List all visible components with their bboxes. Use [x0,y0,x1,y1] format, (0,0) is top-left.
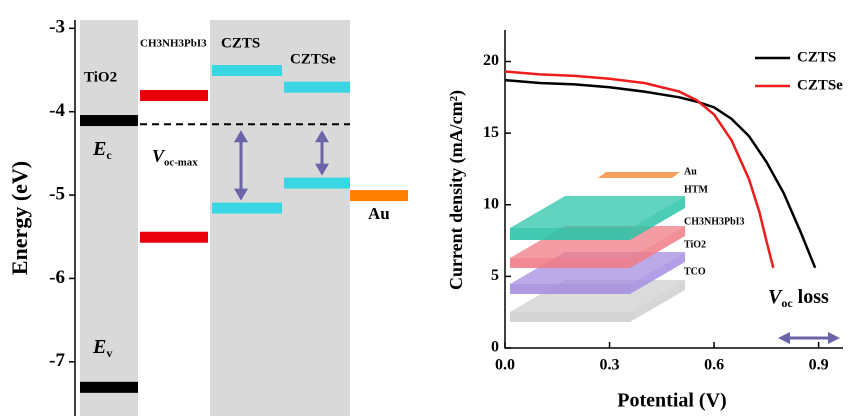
layer-side [630,280,685,322]
annotation-main: V [768,286,783,308]
series-line [504,78,817,269]
annotation: Voc loss [768,286,829,310]
y-tick-label: 5 [491,267,499,284]
annotation: Ev [92,336,112,360]
layer-side [630,252,685,294]
y-tick-label: 20 [483,52,499,69]
energy-level [140,231,208,243]
annotation-after: loss [798,286,829,308]
x-tick-label: 0.3 [600,357,620,374]
annotation-main: E [92,336,106,358]
x-tick-label: 0.0 [495,357,515,374]
energy-level [80,381,138,393]
y-tick-label: 15 [483,124,499,141]
annotation: Voc-max [152,146,198,169]
inset-label: TCO [684,266,706,277]
annotation-sub: c [106,148,112,162]
layer-au [598,172,680,178]
y-tick-label: -4 [49,100,65,121]
layer-front [510,284,630,294]
y-axis-label: Energy (eV) [7,161,32,275]
inset-label: HTM [684,184,708,195]
column-shade [210,20,350,416]
energy-level [212,202,282,214]
material-label: TiO2 [84,69,117,85]
energy-level [284,81,350,93]
annotation-main: V [152,146,166,166]
energy-level [350,190,408,202]
legend-label: CZTS [797,49,836,65]
material-label: CZTSe [290,51,336,67]
y-tick-label: -3 [49,17,65,38]
layer-top [510,196,685,228]
annotation-sub: oc [781,296,793,310]
inset-label: CH3NH3PbI3 [684,216,745,227]
inset-label: Au [684,166,697,177]
arrow-head [234,130,248,143]
arrow-head [778,332,790,344]
column-shade [80,20,138,416]
annotation-sub: oc-max [164,157,198,169]
inset-label: TiO2 [684,239,706,250]
y-tick-label: 0 [491,339,499,356]
y-tick-label: -7 [49,350,65,371]
annotation: Ec [92,138,112,162]
energy-level [80,115,138,127]
y-tick-label: -6 [49,267,65,288]
annotation-sub: v [106,346,112,360]
x-tick-label: 0.9 [809,357,829,374]
y-tick-label: -5 [49,183,65,204]
y-tick-label: 10 [483,195,499,212]
series-line [504,70,775,269]
layer-front [510,258,630,268]
layer-side [630,226,685,268]
layer-side [630,196,685,240]
layer-front [510,228,630,240]
arrow-head [315,163,329,176]
annotation-main: E [92,138,106,160]
material-label: CZTS [221,35,260,51]
y-axis-label: Current density (mA/cm²) [446,90,467,290]
material-label: CH3NH3PbI3 [140,38,207,50]
arrow-head [828,332,840,344]
arrow-head [315,130,329,143]
x-axis-label: Potential (V) [617,390,726,412]
energy-level [212,65,282,77]
energy-level [140,90,208,102]
layer-front [510,312,630,322]
legend-label: CZTSe [797,77,843,93]
x-tick-label: 0.6 [704,357,724,374]
arrow-head [234,188,248,201]
material-label: Au [368,204,390,223]
energy-level [284,177,350,189]
